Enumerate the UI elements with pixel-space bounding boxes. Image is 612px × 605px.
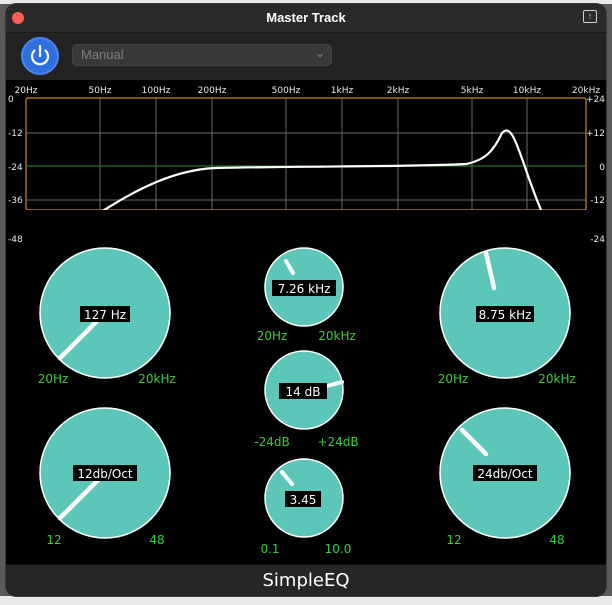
freq-tick-1khz: 1kHz — [331, 86, 354, 96]
chevron-down-icon: ⌄ — [314, 46, 325, 60]
knob-value: 7.26 kHz — [278, 282, 331, 296]
background-app — [0, 0, 612, 4]
plugin-name: SimpleEQ — [262, 570, 350, 591]
knob-value: 12db/Oct — [77, 467, 133, 481]
share-icon[interactable]: ↑ — [583, 10, 597, 23]
freq-tick-5khz: 5kHz — [461, 86, 484, 96]
knob-value: 24db/Oct — [477, 467, 533, 481]
footer: SimpleEQ — [6, 564, 606, 596]
db-right-tick: 0 — [599, 163, 605, 173]
freq-tick-10khz: 10kHz — [513, 86, 541, 96]
knob-value-bg — [473, 465, 537, 481]
knob-value-bg — [80, 306, 130, 322]
db-right-tick: +12 — [586, 129, 605, 139]
title-bar: Master Track ↑ — [6, 4, 606, 33]
toolbar: Manual ⌄ — [6, 33, 606, 80]
knob-pointer — [459, 427, 489, 457]
db-right-tick: -24 — [590, 235, 605, 245]
eq-editor: 20Hz 50Hz 100Hz 200Hz 500Hz 1kHz 2kHz 5k… — [6, 80, 606, 569]
knob-value: 14 dB — [286, 385, 321, 399]
preset-value: Manual — [81, 47, 124, 62]
response-curve — [51, 129, 559, 244]
knob-pointer — [57, 492, 86, 521]
preset-select[interactable]: Manual ⌄ — [72, 44, 332, 66]
knob-max-label: 20kHz — [318, 329, 356, 343]
knob-value: 8.75 kHz — [479, 308, 532, 322]
knob-max-label: 20kHz — [538, 372, 576, 386]
knob-pointer — [325, 380, 344, 388]
knob-max-label: +24dB — [317, 435, 358, 449]
knob-max-label: 10.0 — [325, 542, 352, 556]
freq-tick-2khz: 2kHz — [387, 86, 410, 96]
db-right-tick: +24 — [586, 95, 605, 105]
knob-value-bg — [279, 383, 327, 399]
knob-lowcut-slope[interactable]: 12db/Oct — [39, 407, 171, 539]
knob-highcut-freq[interactable]: 8.75 kHz — [439, 247, 571, 379]
power-button[interactable] — [21, 37, 59, 75]
knob-peak-gain[interactable]: 14 dB — [264, 350, 344, 430]
knob-value-bg — [73, 465, 137, 481]
freq-tick-100hz: 100Hz — [142, 86, 171, 96]
freq-tick-200hz: 200Hz — [198, 86, 227, 96]
knob-min-label: 20Hz — [38, 372, 69, 386]
window-title: Master Track — [266, 10, 346, 25]
knob-max-label: 20kHz — [138, 372, 176, 386]
close-button[interactable] — [12, 12, 24, 24]
power-icon — [30, 44, 50, 66]
knob-min-label: 12 — [46, 533, 61, 547]
knob-value-bg — [285, 491, 321, 507]
knob-min-label: 20Hz — [438, 372, 469, 386]
knob-value-bg — [476, 306, 534, 322]
background-app-bottom — [0, 596, 612, 605]
response-graph: 20Hz 50Hz 100Hz 200Hz 500Hz 1kHz 2kHz 5k… — [8, 86, 605, 245]
db-right-tick: -12 — [590, 196, 605, 206]
knob-max-label: 48 — [149, 533, 164, 547]
knob-min-label: -24dB — [254, 435, 289, 449]
plugin-window: Master Track ↑ Manual ⌄ — [6, 4, 606, 596]
freq-tick-20khz: 20kHz — [572, 86, 600, 96]
db-left-tick: -24 — [8, 163, 23, 173]
knob-peak-freq[interactable]: 7.26 kHz — [264, 247, 344, 327]
knob-value: 3.45 — [290, 493, 317, 507]
db-left-tick: -48 — [8, 235, 23, 245]
eq-svg: 20Hz 50Hz 100Hz 200Hz 500Hz 1kHz 2kHz 5k… — [8, 86, 605, 556]
knob-max-label: 48 — [549, 533, 564, 547]
db-left-tick: -36 — [8, 196, 23, 206]
db-left-tick: -12 — [8, 129, 23, 139]
freq-tick-20hz: 20Hz — [15, 86, 38, 96]
graph-frame — [25, 97, 587, 211]
knob-peak-q[interactable]: 3.45 — [264, 458, 344, 538]
knob-value-bg — [272, 280, 336, 296]
knob-pointer — [483, 250, 497, 291]
freq-tick-500hz: 500Hz — [272, 86, 301, 96]
knob-pointer — [280, 470, 294, 486]
knob-min-label: 0.1 — [260, 542, 279, 556]
knob-pointer — [284, 259, 295, 275]
db-left-tick: 0 — [8, 95, 14, 105]
knob-min-label: 12 — [446, 533, 461, 547]
knob-value: 127 Hz — [84, 308, 126, 322]
knob-min-label: 20Hz — [257, 329, 288, 343]
freq-tick-50hz: 50Hz — [89, 86, 112, 96]
knob-lowcut-freq[interactable]: 127 Hz — [39, 247, 171, 379]
knob-highcut-slope[interactable]: 24db/Oct — [439, 407, 571, 539]
